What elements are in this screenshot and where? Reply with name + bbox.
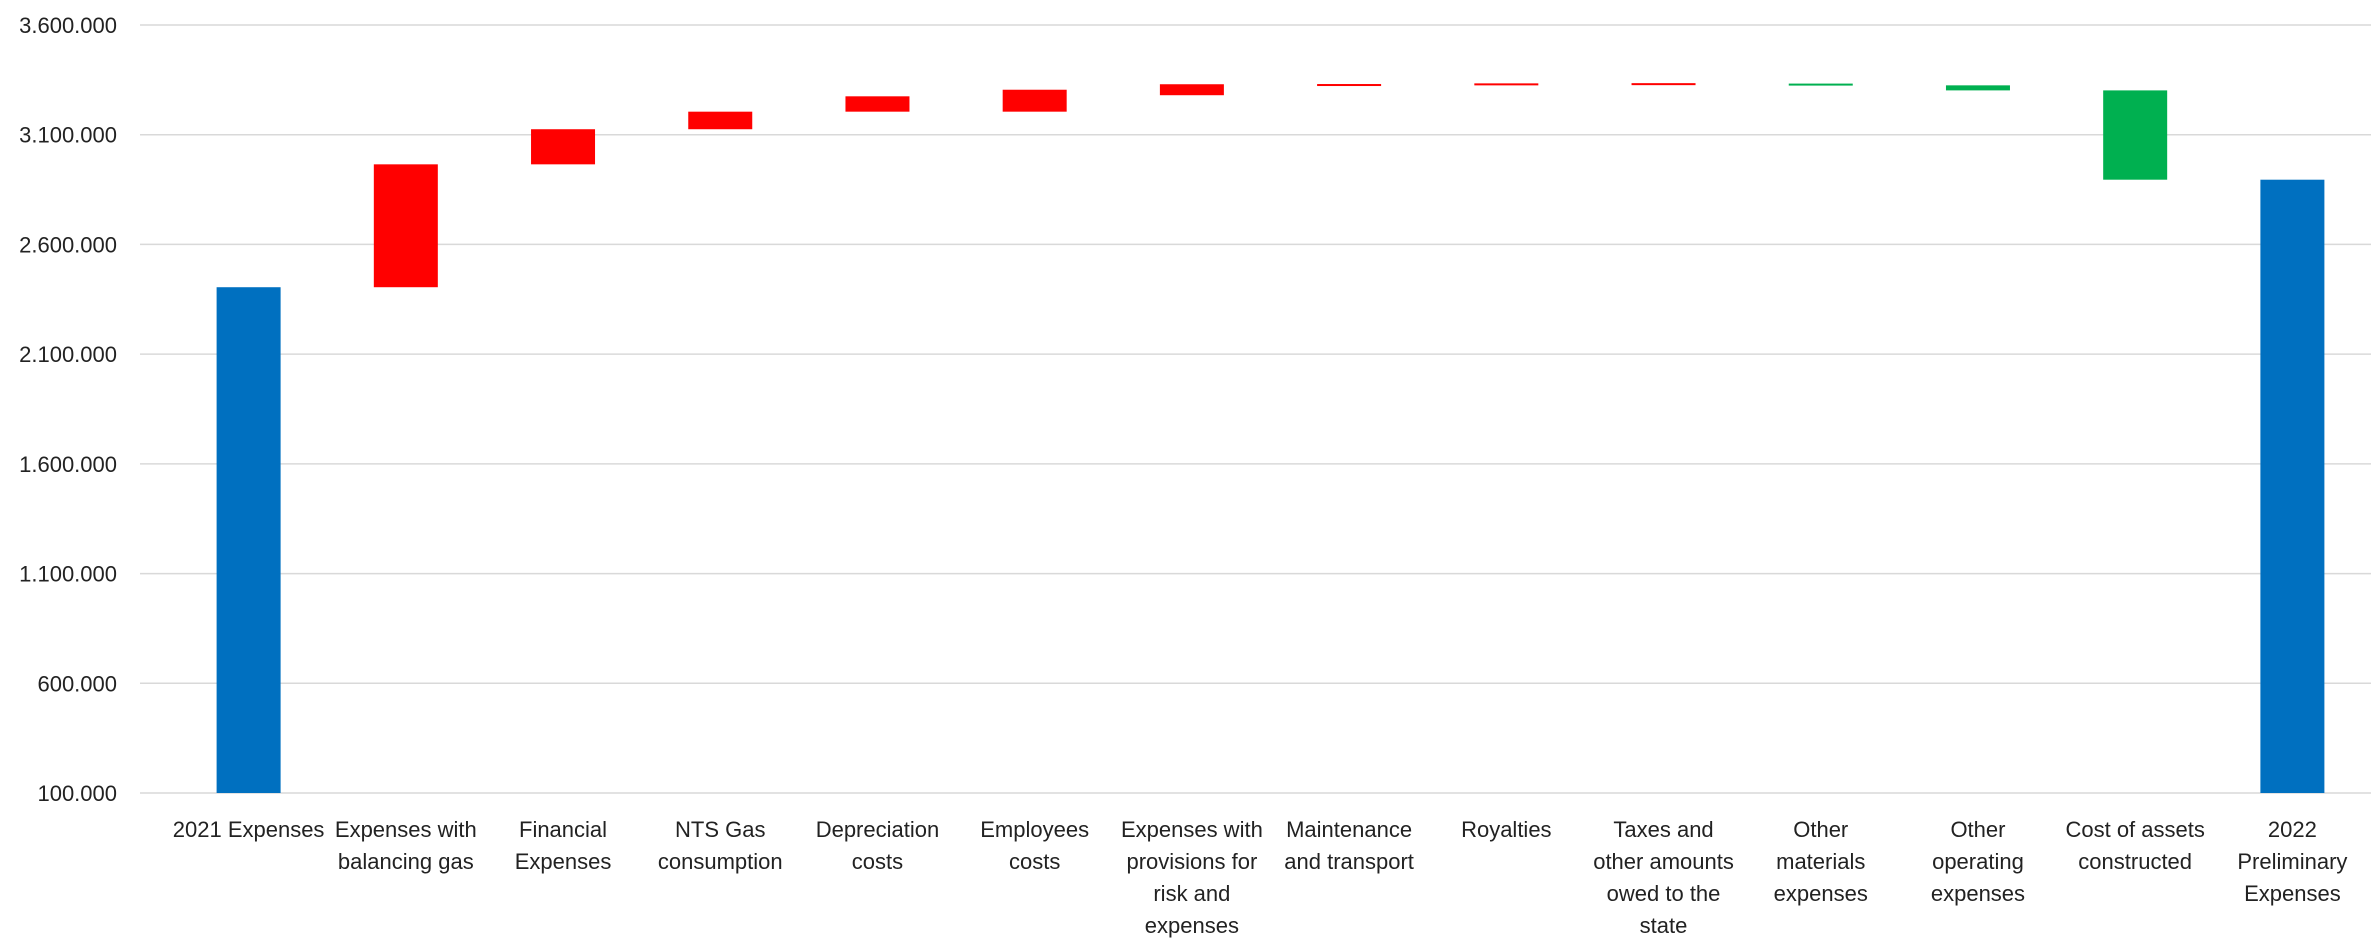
x-category-label-line: costs: [1009, 849, 1060, 874]
x-category-label-line: costs: [852, 849, 903, 874]
x-category-label-line: risk and: [1153, 881, 1230, 906]
x-category-label: Maintenance and transport: [1284, 817, 1414, 874]
x-category-label: Other operating expenses: [1931, 817, 2025, 906]
y-tick-label: 3.600.000: [19, 13, 117, 38]
y-tick-label: 1.600.000: [19, 452, 117, 477]
x-category-label: Financial Expenses: [515, 817, 612, 874]
x-category-label-line: Preliminary: [2237, 849, 2347, 874]
x-category-label-line: Maintenance: [1286, 817, 1412, 842]
y-tick-label: 600.000: [37, 671, 117, 696]
x-category-label: 2021 Expenses: [173, 817, 325, 842]
decrease-bar: [1945, 85, 2010, 91]
increase-bar: [1002, 89, 1067, 112]
x-category-label-line: Other: [1950, 817, 2005, 842]
x-category-label-line: Employees: [980, 817, 1089, 842]
x-category-label-line: other amounts: [1593, 849, 1734, 874]
y-tick-label: 100.000: [37, 781, 117, 806]
x-category-label-line: expenses: [1145, 913, 1239, 938]
increase-bar: [1631, 83, 1696, 86]
x-category-label-line: constructed: [2078, 849, 2192, 874]
x-category-label-line: Financial: [519, 817, 607, 842]
x-category-label-line: Cost of assets: [2065, 817, 2204, 842]
x-category-label-line: provisions for: [1126, 849, 1257, 874]
x-category-label: Employees costs: [980, 817, 1089, 874]
x-category-label-line: Expenses: [2244, 881, 2341, 906]
x-category-label-line: NTS Gas: [675, 817, 765, 842]
increase-bar: [531, 129, 596, 165]
x-category-label-line: and transport: [1284, 849, 1414, 874]
x-category-label-line: state: [1640, 913, 1688, 938]
x-category-label: Cost of assets constructed: [2065, 817, 2204, 874]
increase-bar: [688, 111, 753, 130]
x-category-label-line: owed to the: [1607, 881, 1721, 906]
y-tick-label: 3.100.000: [19, 123, 117, 148]
total-bar: [2260, 179, 2325, 793]
y-tick-label: 2.100.000: [19, 342, 117, 367]
total-bar: [216, 287, 281, 793]
x-category-label-line: balancing gas: [338, 849, 474, 874]
x-category-label-line: Expenses with: [1121, 817, 1263, 842]
x-category-label-line: expenses: [1931, 881, 2025, 906]
x-category-label-line: operating: [1932, 849, 2024, 874]
x-category-label-line: materials: [1776, 849, 1865, 874]
x-category-label: Other materials expenses: [1774, 817, 1868, 906]
x-category-label: Taxes and other amounts owed to the state: [1593, 817, 1734, 938]
y-tick-label: 1.100.000: [19, 562, 117, 587]
y-tick-label: 2.600.000: [19, 232, 117, 257]
x-category-label: Expenses with balancing gas: [335, 817, 477, 874]
decrease-bar: [1788, 83, 1853, 86]
x-category-label-line: expenses: [1774, 881, 1868, 906]
x-category-label-line: Depreciation: [816, 817, 940, 842]
increase-bar: [1317, 84, 1382, 87]
x-category-label-line: Other: [1793, 817, 1848, 842]
x-category-label-line: Royalties: [1461, 817, 1551, 842]
y-axis-tick-labels: 100.000 600.000 1.100.000 1.600.000 2.100.00…: [19, 13, 117, 806]
x-axis-category-labels: 2021 Expenses Expenses with balancing gas F…: [173, 817, 2348, 938]
x-category-label: 2022 Preliminary Expenses: [2237, 817, 2347, 906]
increase-bar: [373, 164, 438, 288]
decrease-bar: [2103, 90, 2168, 180]
bars: [216, 83, 2325, 793]
x-category-label-line: 2021 Expenses: [173, 817, 325, 842]
increase-bar: [1474, 83, 1539, 86]
increase-bar: [845, 96, 910, 112]
x-category-label-line: consumption: [658, 849, 783, 874]
x-category-label-line: Taxes and: [1613, 817, 1713, 842]
increase-bar: [1159, 84, 1224, 96]
x-category-label: Expenses with provisions for risk and expen…: [1121, 817, 1263, 938]
x-category-label: Royalties: [1461, 817, 1551, 842]
x-category-label-line: 2022: [2268, 817, 2317, 842]
x-category-label-line: Expenses: [515, 849, 612, 874]
gridlines: [140, 24, 2371, 794]
x-category-label: Depreciation costs: [816, 817, 940, 874]
x-category-label-line: Expenses with: [335, 817, 477, 842]
x-category-label: NTS Gas consumption: [658, 817, 783, 874]
